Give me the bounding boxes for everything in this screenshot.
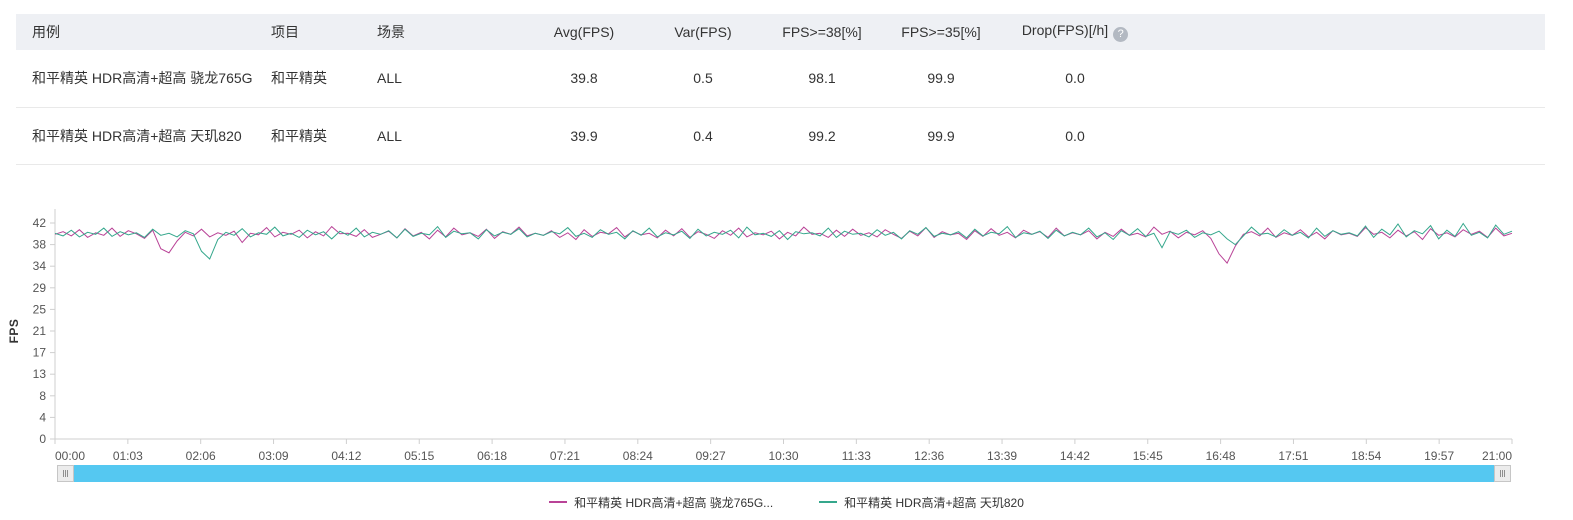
cell-drop-fps: 0.0: [1000, 107, 1150, 165]
col-header-var-fps: Var(FPS): [644, 14, 762, 50]
cell-fps-ge-35: 99.9: [882, 50, 1000, 108]
svg-text:07:21: 07:21: [550, 449, 580, 461]
col-header-drop-fps: Drop(FPS)[/h]?: [1000, 14, 1150, 50]
legend-item-series-0[interactable]: 和平精英 HDR高清+超高 骁龙765G...: [549, 494, 773, 511]
table-row[interactable]: 和平精英 HDR高清+超高 天玑820 和平精英 ALL 39.9 0.4 99…: [16, 107, 1545, 165]
series-1-dash-icon: [819, 501, 838, 503]
fps-chart-section: FPS 0 4 8 13 17 21 25 29 34 38 42 00:00 01:03 02:06 03…: [0, 189, 1573, 511]
svg-text:06:18: 06:18: [477, 449, 507, 461]
cell-avg-fps: 39.9: [524, 107, 644, 165]
svg-text:16:48: 16:48: [1206, 449, 1236, 461]
svg-text:05:15: 05:15: [404, 449, 434, 461]
svg-text:34: 34: [33, 259, 47, 273]
cell-project: 和平精英: [271, 107, 377, 165]
svg-text:09:27: 09:27: [696, 449, 726, 461]
svg-text:11:33: 11:33: [842, 449, 871, 461]
svg-text:10:30: 10:30: [768, 449, 798, 461]
svg-text:18:54: 18:54: [1351, 449, 1381, 461]
legend-label: 和平精英 HDR高清+超高 骁龙765G...: [574, 495, 774, 510]
svg-text:01:03: 01:03: [113, 449, 143, 461]
chart-legend: 和平精英 HDR高清+超高 骁龙765G... 和平精英 HDR高清+超高 天玑…: [0, 494, 1573, 511]
svg-text:00:00: 00:00: [55, 449, 85, 461]
svg-text:21:00: 21:00: [1482, 449, 1512, 461]
svg-text:25: 25: [33, 302, 47, 316]
chart-range-scrollbar[interactable]: [57, 464, 1511, 482]
scrollbar-track[interactable]: [74, 464, 1494, 482]
col-header-usecase: 用例: [16, 14, 271, 50]
cell-drop-fps: 0.0: [1000, 50, 1150, 108]
cell-scene: ALL: [377, 107, 524, 165]
table-row[interactable]: 和平精英 HDR高清+超高 骁龙765G 和平精英 ALL 39.8 0.5 9…: [16, 50, 1545, 108]
svg-text:12:36: 12:36: [914, 449, 944, 461]
svg-text:02:06: 02:06: [186, 449, 216, 461]
svg-text:21: 21: [33, 324, 47, 338]
svg-text:13: 13: [33, 367, 47, 381]
col-header-scene: 场景: [377, 14, 524, 50]
svg-text:04:12: 04:12: [331, 449, 361, 461]
scrollbar-left-handle-icon[interactable]: [57, 464, 74, 482]
svg-text:4: 4: [39, 410, 46, 424]
fps-line-chart[interactable]: 0 4 8 13 17 21 25 29 34 38 42 00:00 01:03 02:06 03:09 0…: [0, 189, 1573, 461]
cell-usecase: 和平精英 HDR高清+超高 天玑820: [16, 107, 271, 165]
cell-fps-ge-35: 99.9: [882, 107, 1000, 165]
legend-item-series-1[interactable]: 和平精英 HDR高清+超高 天玑820: [819, 494, 1024, 511]
col-header-project: 项目: [271, 14, 377, 50]
cell-usecase: 和平精英 HDR高清+超高 骁龙765G: [16, 50, 271, 108]
svg-text:17:51: 17:51: [1278, 449, 1308, 461]
col-header-fps-ge-35: FPS>=35[%]: [882, 14, 1000, 50]
cell-avg-fps: 39.8: [524, 50, 644, 108]
scrollbar-right-handle-icon[interactable]: [1494, 464, 1511, 482]
svg-text:17: 17: [33, 345, 47, 359]
series-0-dash-icon: [549, 501, 568, 503]
legend-label: 和平精英 HDR高清+超高 天玑820: [844, 495, 1024, 510]
svg-text:13:39: 13:39: [987, 449, 1017, 461]
svg-text:42: 42: [33, 216, 47, 230]
svg-text:8: 8: [39, 388, 46, 402]
help-icon[interactable]: ?: [1113, 26, 1129, 42]
svg-text:0: 0: [39, 432, 46, 446]
svg-text:03:09: 03:09: [259, 449, 289, 461]
y-axis-label: FPS: [7, 318, 21, 343]
cell-project: 和平精英: [271, 50, 377, 108]
svg-text:19:57: 19:57: [1424, 449, 1454, 461]
cell-scene: ALL: [377, 50, 524, 108]
svg-text:29: 29: [33, 280, 47, 294]
col-header-fps-ge-38: FPS>=38[%]: [762, 14, 882, 50]
svg-text:14:42: 14:42: [1060, 449, 1090, 461]
cell-fps-ge-38: 98.1: [762, 50, 882, 108]
cell-var-fps: 0.4: [644, 107, 762, 165]
svg-text:08:24: 08:24: [623, 449, 653, 461]
fps-summary-table: 用例 项目 场景 Avg(FPS) Var(FPS) FPS>=38[%] FP…: [16, 14, 1545, 165]
table-header-row: 用例 项目 场景 Avg(FPS) Var(FPS) FPS>=38[%] FP…: [16, 14, 1545, 50]
svg-text:38: 38: [33, 237, 47, 251]
col-header-avg-fps: Avg(FPS): [524, 14, 644, 50]
cell-var-fps: 0.5: [644, 50, 762, 108]
cell-fps-ge-38: 99.2: [762, 107, 882, 165]
svg-text:15:45: 15:45: [1133, 449, 1163, 461]
